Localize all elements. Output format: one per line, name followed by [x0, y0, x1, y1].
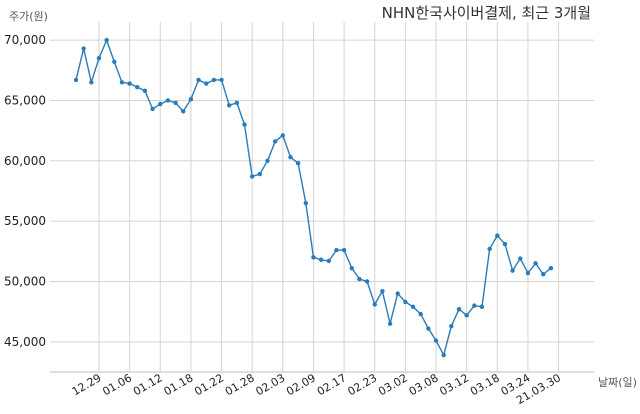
price-point	[204, 81, 209, 86]
price-point	[541, 272, 546, 277]
price-point	[295, 161, 301, 166]
price-point	[403, 299, 408, 305]
price-point	[89, 80, 94, 85]
price-point	[104, 37, 109, 43]
x-axis-ticks: 12.2901.0601.1201.1801.2201.2802.0302.09…	[70, 371, 563, 407]
price-point	[418, 311, 423, 317]
price-point	[81, 46, 86, 51]
price-point	[510, 268, 515, 273]
x-tick-label: 01.18	[162, 371, 196, 398]
price-point	[495, 233, 500, 238]
price-point	[349, 266, 354, 271]
price-point	[464, 313, 469, 318]
price-point	[96, 56, 102, 61]
x-tick-label: 01.12	[131, 371, 165, 398]
price-point	[219, 77, 224, 83]
price-point	[502, 241, 508, 247]
price-point	[433, 338, 439, 343]
y-tick-label: 65,000	[4, 93, 46, 107]
x-tick-label: 03.18	[468, 371, 502, 398]
price-point	[441, 352, 446, 358]
y-axis-ticks: 45,000 50,000 55,000 60,000 65,000 70,000	[4, 33, 46, 349]
x-tick-label: 02.09	[284, 371, 318, 398]
price-point	[288, 154, 293, 160]
x-axis-label: 날짜(일)	[598, 375, 637, 389]
price-point	[272, 139, 278, 144]
x-tick-label: 02.23	[345, 371, 379, 398]
price-point	[449, 323, 454, 329]
price-point	[357, 276, 362, 282]
price-point	[257, 171, 263, 177]
price-point	[364, 279, 370, 284]
price-point	[173, 100, 178, 106]
chart-title: NHN한국사이버결제, 최근 3개월	[382, 4, 591, 22]
price-point	[127, 81, 132, 86]
x-tick-label: 02.17	[315, 371, 349, 398]
price-point	[135, 84, 140, 90]
price-point	[119, 80, 125, 85]
x-tick-label: 03.12	[437, 371, 471, 398]
x-tick-label: 01.06	[100, 371, 134, 398]
price-point	[487, 246, 492, 252]
price-point	[112, 59, 117, 65]
price-point	[479, 304, 485, 310]
price-point	[395, 291, 400, 296]
x-tick-label: 02.03	[254, 371, 288, 398]
price-point	[380, 288, 385, 294]
price-point	[234, 100, 240, 106]
y-tick-label: 60,000	[4, 154, 46, 168]
x-tick-label: 03.02	[376, 371, 410, 398]
price-point	[196, 77, 201, 83]
price-point	[472, 303, 477, 308]
price-points	[73, 37, 554, 358]
y-tick-label: 70,000	[4, 33, 46, 47]
price-point	[533, 261, 538, 266]
price-point	[548, 266, 554, 271]
price-point	[334, 247, 339, 253]
price-point	[372, 302, 377, 307]
grid-lines	[50, 22, 594, 373]
price-point	[249, 174, 255, 179]
price-point	[211, 77, 217, 83]
price-point	[242, 122, 247, 127]
price-point	[318, 257, 324, 262]
price-point	[525, 270, 531, 276]
y-tick-label: 55,000	[4, 214, 46, 228]
x-tick-label: 03.08	[407, 371, 441, 398]
price-point	[387, 321, 393, 326]
price-point	[326, 258, 331, 264]
price-point	[150, 106, 155, 112]
price-point	[426, 326, 431, 331]
price-point	[227, 103, 232, 108]
price-point	[456, 307, 462, 312]
price-point	[142, 88, 148, 93]
x-tick-label: 12.29	[70, 371, 104, 398]
price-point	[181, 109, 186, 114]
price-point	[188, 97, 194, 102]
price-point	[311, 255, 316, 260]
price-point	[73, 77, 79, 83]
x-tick-label: 01.28	[223, 371, 257, 398]
price-point	[410, 304, 416, 310]
y-axis-label: 주가(원)	[9, 10, 48, 23]
price-point	[165, 98, 171, 103]
y-tick-label: 50,000	[4, 274, 46, 288]
price-point	[265, 158, 270, 163]
price-point	[303, 200, 308, 206]
price-point	[341, 247, 347, 253]
price-point	[158, 101, 163, 107]
y-tick-label: 45,000	[4, 335, 46, 349]
price-point	[280, 133, 286, 138]
price-point	[518, 256, 523, 261]
x-tick-label: 01.22	[192, 371, 226, 398]
